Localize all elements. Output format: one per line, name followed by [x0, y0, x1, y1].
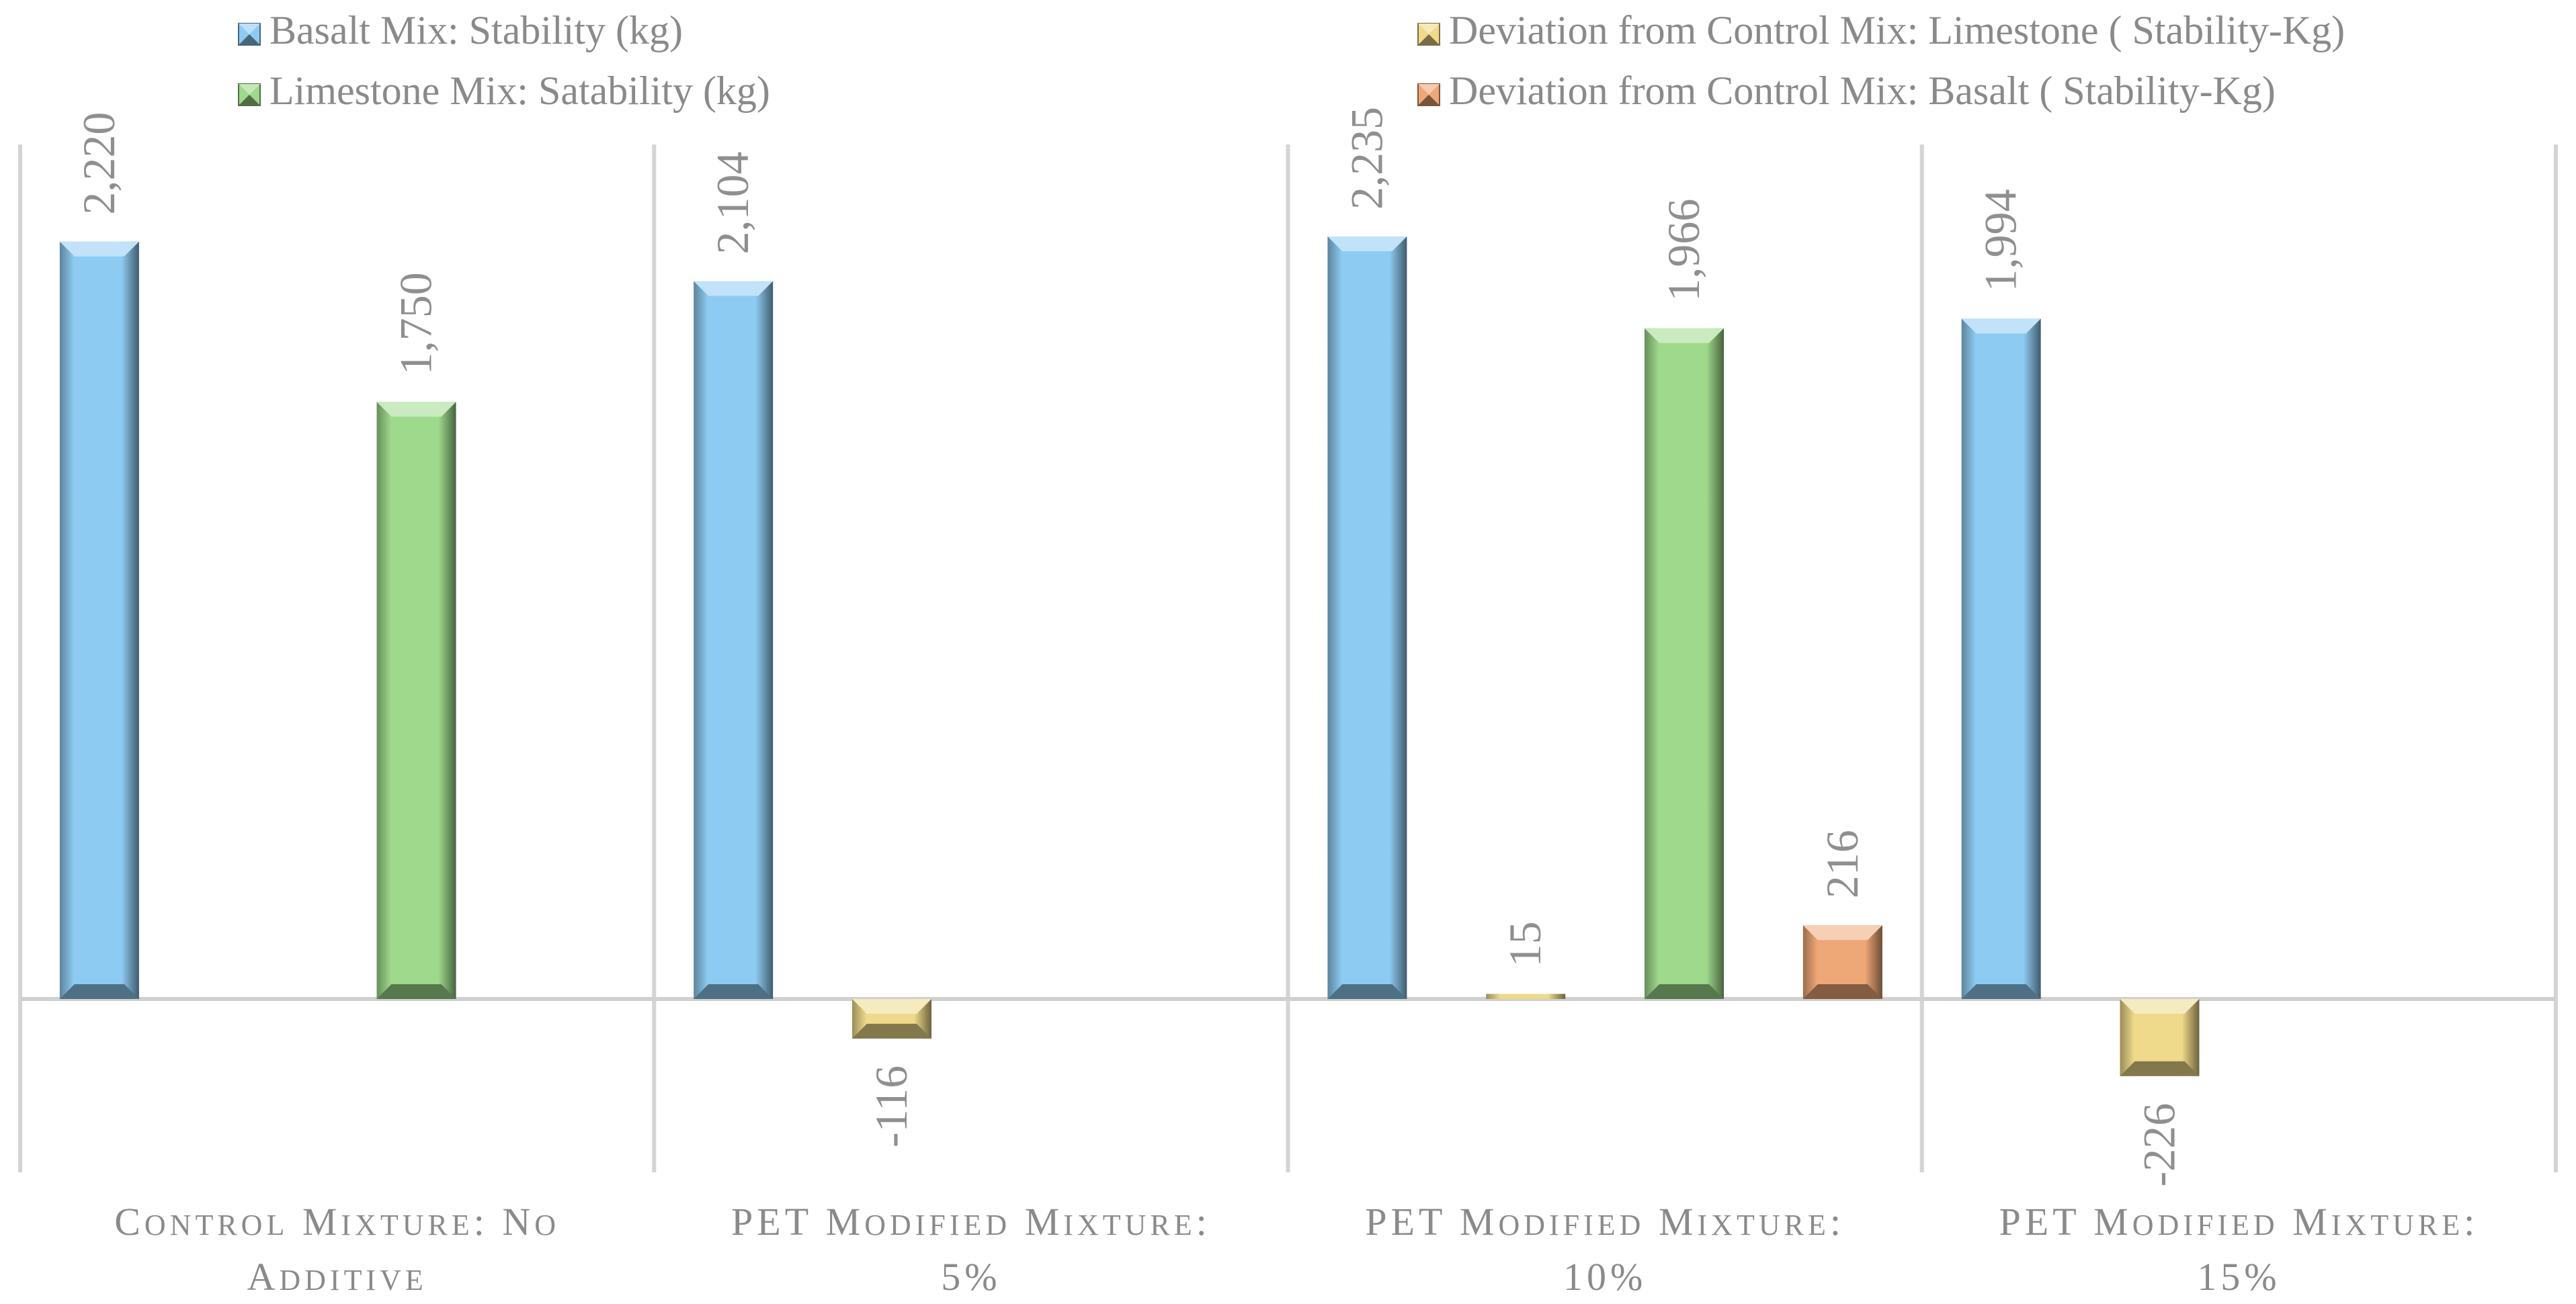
bar-1-2: [694, 281, 774, 999]
bar-2-4: [2120, 999, 2200, 1076]
bar-3-3: [1645, 328, 1725, 999]
value-label: 15: [1499, 921, 1550, 967]
value-label: 2,104: [707, 152, 758, 255]
bar-3-1: [376, 402, 456, 999]
bar-4-3: [1802, 925, 1882, 999]
legend-item-2: Deviation from Control Mix: Limestone ( …: [1417, 8, 2345, 52]
category-label: PET MODIFIED MIXTURE:: [731, 1200, 1211, 1244]
category-label: 10%: [1563, 1255, 1647, 1299]
value-label: -226: [2133, 1103, 2184, 1187]
legend-item-4: Deviation from Control Mix: Basalt ( Sta…: [1417, 69, 2276, 113]
value-label: 1,750: [390, 272, 442, 375]
value-label: -116: [866, 1066, 917, 1147]
value-label: 216: [1817, 830, 1868, 898]
bar-1-3: [1327, 236, 1407, 999]
bar-1-4: [1961, 318, 2041, 999]
bar-1-1: [59, 241, 139, 1000]
legend-item-3: Limestone Mix: Satability (kg): [238, 69, 770, 113]
category-label: 15%: [2197, 1255, 2280, 1299]
legend: Basalt Mix: Stability (kg) Deviation from…: [238, 8, 2345, 113]
legend-label: Limestone Mix: Satability (kg): [269, 69, 770, 113]
legend-label: Basalt Mix: Stability (kg): [269, 8, 683, 52]
category-label: PET MODIFIED MIXTURE:: [1365, 1200, 1845, 1244]
category-labels-layer: CONTROL MIXTURE: NO ADDITIVE PET MODIFIED …: [114, 1200, 2479, 1299]
category-label: CONTROL MIXTURE: NO: [114, 1200, 560, 1244]
category-label: 5%: [941, 1255, 1001, 1299]
legend-label: Deviation from Control Mix: Limestone ( …: [1449, 8, 2345, 52]
value-label: 1,966: [1658, 199, 1709, 302]
legend-label: Deviation from Control Mix: Basalt ( Sta…: [1449, 69, 2276, 113]
value-labels-layer: 2,220 2,104 2,235 1,994 -116 15 -226 1,750 1,966…: [73, 107, 2185, 1186]
value-label: 2,220: [73, 112, 124, 215]
legend-item-1: Basalt Mix: Stability (kg): [238, 8, 683, 52]
bar-2-3: [1486, 994, 1566, 999]
bar-2-2: [851, 999, 931, 1039]
bars-layer: [59, 236, 2200, 1076]
value-label: 2,235: [1341, 107, 1392, 210]
category-label: PET MODIFIED MIXTURE:: [1999, 1200, 2479, 1244]
value-label: 1,994: [1975, 189, 2026, 292]
category-label: ADDITIVE: [247, 1255, 427, 1299]
